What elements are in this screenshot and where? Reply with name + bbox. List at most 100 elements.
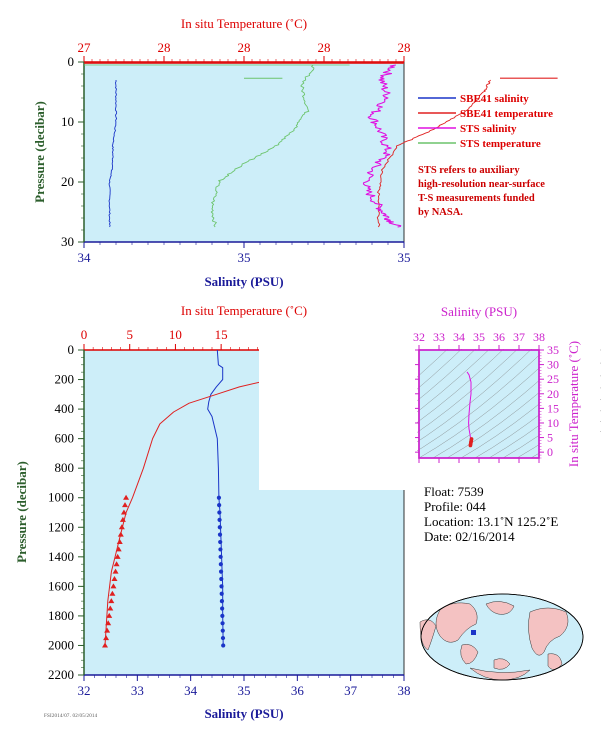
sts-note-line: high-resolution near-surface [418,179,545,190]
bottom-pressure-tick-label: 200 [55,372,75,387]
temperature-marker [119,516,126,522]
top-sal-tick-label: 35 [398,250,411,265]
land-mass [547,653,563,670]
footer-text: FSI2014/07. 02/05/2014 [44,714,98,719]
ts-temp-tick-label: 0 [547,445,553,459]
top-temp-axis-title: In situ Temperature (˚C) [181,16,307,31]
ts-temp-tick-label: 25 [547,372,559,386]
sts-note-line: by NASA. [418,207,463,218]
bottom-pressure-tick-label: 400 [55,401,75,416]
location-map [419,593,584,681]
temperature-marker [112,568,119,574]
land-mass [485,601,515,615]
ts-sal-tick-label: 32 [413,330,425,344]
bottom-pressure-tick-label: 1800 [48,608,74,623]
temperature-marker [111,575,118,581]
temperature-marker [109,590,116,596]
salinity-marker [217,510,222,515]
top-sal-tick-label: 34 [78,250,92,265]
legend-label: SBE41 salinity [460,93,529,105]
ts-temp-tick-label: 5 [547,431,553,445]
bottom-temp-tick-label: 0 [81,327,88,342]
top-chart: In situ Temperature (˚C) 27 28 28 28 28 34 35… [32,16,558,289]
top-sal-tick-label: 35 [238,250,251,265]
temperature-marker [102,642,109,648]
salinity-marker [220,628,225,633]
temperature-marker [117,531,124,537]
bottom-pressure-tick-label: 0 [68,342,75,357]
top-pressure-tick-label: 20 [61,174,74,189]
ts-temp-tick-label: 15 [547,401,559,415]
bottom-salinity-line [207,349,224,646]
salinity-marker [220,613,225,619]
ts-sal-tick-label: 37 [513,330,525,344]
salinity-marker [219,599,225,604]
salinity-marker [221,643,226,648]
salinity-marker [219,591,224,596]
bottom-pressure-tick-label: 2200 [48,667,74,682]
map-land [419,593,584,681]
top-temp-axis: 27 28 28 28 28 [78,40,411,63]
bottom-temp-tick-label: 10 [169,327,182,342]
temperature-marker [107,605,114,611]
legend-label: SBE41 temperature [460,108,553,120]
top-temp-tick-label: 28 [318,40,331,55]
top-salinity-axis-title: Salinity (PSU) [204,274,283,289]
ts-temp-tick-label: 30 [547,358,559,372]
salinity-marker [219,576,224,582]
ts-sal-tick-label: 33 [433,330,445,344]
float-location-marker [471,630,476,635]
land-mass [469,667,531,681]
ts-sal-tick-label: 34 [453,330,465,344]
bottom-temp-tick-label: 5 [126,327,133,342]
sts-note-line: T-S measurements funded [418,193,535,204]
ts-temp-tick-label: 35 [547,343,559,357]
temperature-marker [116,539,123,545]
ts-diagram: Salinity (PSU) 32 33 34 35 36 37 38 0510152025… [259,304,601,490]
temperature-marker [104,627,111,633]
land-mass [493,658,511,670]
land-mass [460,644,479,665]
top-series-line [108,79,118,228]
bottom-pressure-tick-label: 2000 [48,637,74,652]
top-pressure-tick-label: 10 [61,114,74,129]
temperature-marker [103,635,110,641]
float-location: Location: 13.1˚N 125.2˚E [424,514,559,529]
temperature-marker [120,509,127,515]
ts-plot-area [418,349,540,459]
salinity-marker [220,635,226,641]
top-pressure-tick-label: 30 [61,234,74,249]
profile-number: Profile: 044 [424,499,486,514]
temperature-marker [123,494,130,500]
bottom-pressure-tick-label: 600 [55,431,75,446]
top-temp-tick-label: 28 [158,40,171,55]
bottom-temp-axis-title: In situ Temperature (˚C) [181,303,307,318]
ts-series-group [466,371,474,448]
bottom-pressure-axis-title: Pressure (decibar) [14,461,29,563]
ts-temp-axis-title: In situ Temperature (˚C) [566,341,581,467]
profile-date: Date: 02/16/2014 [424,529,515,544]
bottom-pressure-axis: 0 200 400 600 800 1000 1200 1400 1600 1800 2000 220… [48,342,85,682]
bottom-sal-tick-label: 38 [398,683,411,698]
temperature-marker [118,524,125,530]
salinity-marker [216,495,222,500]
top-pressure-tick-label: 0 [68,54,75,69]
sts-note-line: STS refers to auxiliary [418,165,520,176]
sts-note: STS refers to auxiliary high-resolution … [418,164,588,220]
temperature-marker [114,553,121,559]
bottom-sal-tick-label: 35 [238,683,251,698]
legend-label: STS salinity [460,123,517,135]
ts-mask-top [414,320,544,349]
top-temp-tick-label: 28 [398,40,411,55]
salinity-marker [218,562,223,567]
salinity-marker [218,569,224,574]
top-temp-tick-label: 28 [238,40,251,55]
bottom-sal-tick-label: 33 [131,683,144,698]
bottom-sal-tick-label: 37 [344,683,358,698]
float-id: Float: 7539 [424,484,484,499]
salinity-marker [218,547,223,552]
salinity-marker [217,517,222,522]
bottom-sal-tick-label: 36 [291,683,305,698]
ts-temp-tick-label: 10 [547,416,559,430]
